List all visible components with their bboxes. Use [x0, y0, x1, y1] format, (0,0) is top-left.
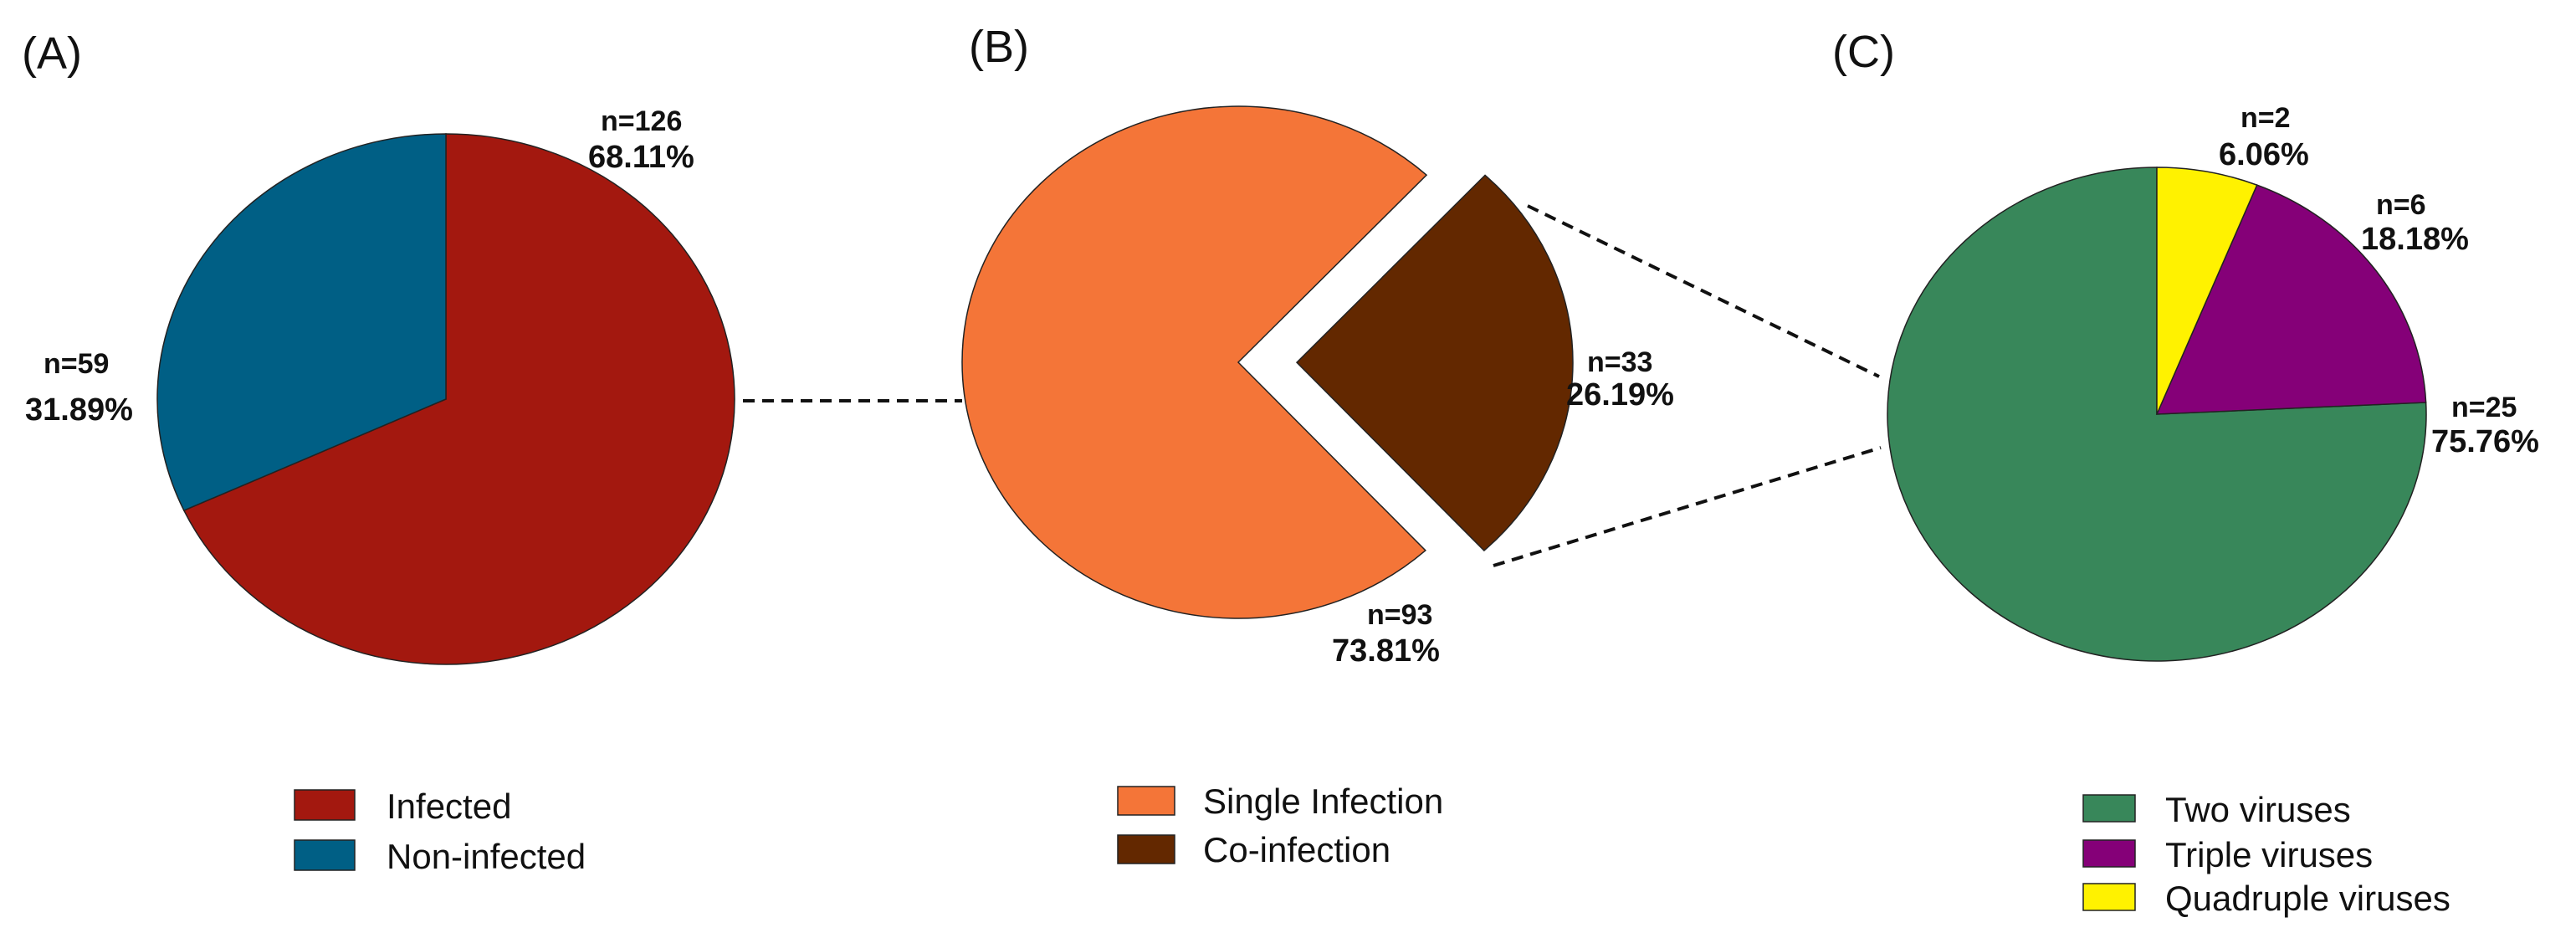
label-c-quadruple-pct: 6.06% [2219, 137, 2309, 172]
label-a-infected-pct: 68.11% [588, 140, 694, 175]
legend-label-non-infected: Non-infected [387, 837, 586, 876]
legend-label-co-infection: Co-infection [1203, 830, 1390, 869]
label-b-single-pct: 73.81% [1332, 633, 1440, 669]
legend-label-single-infection: Single Infection [1203, 782, 1443, 821]
legend-label-triple-viruses: Triple viruses [2165, 835, 2373, 874]
panel-label-b: (B) [969, 22, 1029, 72]
connector-b-c-lower [1493, 446, 1882, 567]
legend-b: Single Infection Co-infection [1117, 782, 1443, 869]
slice-co-infection[interactable] [1295, 174, 1574, 552]
legend-a: Infected Non-infected [294, 787, 586, 876]
label-b-coinfection-pct: 26.19% [1566, 377, 1674, 413]
label-c-triple-n: n=6 [2376, 189, 2426, 221]
legend-label-infected: Infected [387, 787, 511, 826]
slice-non-infected[interactable] [156, 133, 447, 511]
label-a-noninfected-n: n=59 [44, 348, 109, 380]
legend-swatch-single-infection [1117, 786, 1175, 816]
label-a-noninfected-pct: 31.89% [25, 392, 133, 428]
label-c-quadruple-n: n=2 [2241, 102, 2291, 134]
legend-swatch-infected [294, 789, 356, 821]
legend-label-two-viruses: Two viruses [2165, 790, 2351, 829]
legend-swatch-triple-viruses [2082, 839, 2136, 868]
label-a-infected-n: n=126 [601, 105, 682, 137]
slice-single-infection[interactable] [961, 105, 1428, 619]
panel-label-c: (C) [1832, 27, 1895, 77]
slice-infected[interactable] [182, 133, 735, 665]
pie-b [961, 105, 1574, 619]
panel-label-a: (A) [22, 28, 82, 79]
slice-triple-viruses[interactable] [2155, 184, 2427, 415]
legend-swatch-co-infection [1117, 834, 1175, 864]
legend-c: Two viruses Triple viruses Quadruple vir… [2082, 790, 2451, 918]
legend-swatch-two-viruses [2082, 794, 2136, 823]
connector-b-c-upper [1527, 204, 1880, 378]
label-c-triple-pct: 18.18% [2361, 222, 2469, 257]
label-b-single-n: n=93 [1367, 599, 1432, 631]
pie-c [1887, 167, 2427, 662]
legend-label-quadruple-viruses: Quadruple viruses [2165, 879, 2451, 918]
legend-swatch-non-infected [294, 839, 356, 871]
legend-swatch-quadruple-viruses [2082, 883, 2136, 911]
pie-a [156, 133, 735, 665]
label-b-coinfection-n: n=33 [1587, 346, 1652, 378]
slice-quadruple-viruses[interactable] [2156, 167, 2258, 415]
label-c-two-n: n=25 [2451, 392, 2517, 423]
label-c-two-pct: 75.76% [2431, 424, 2539, 459]
